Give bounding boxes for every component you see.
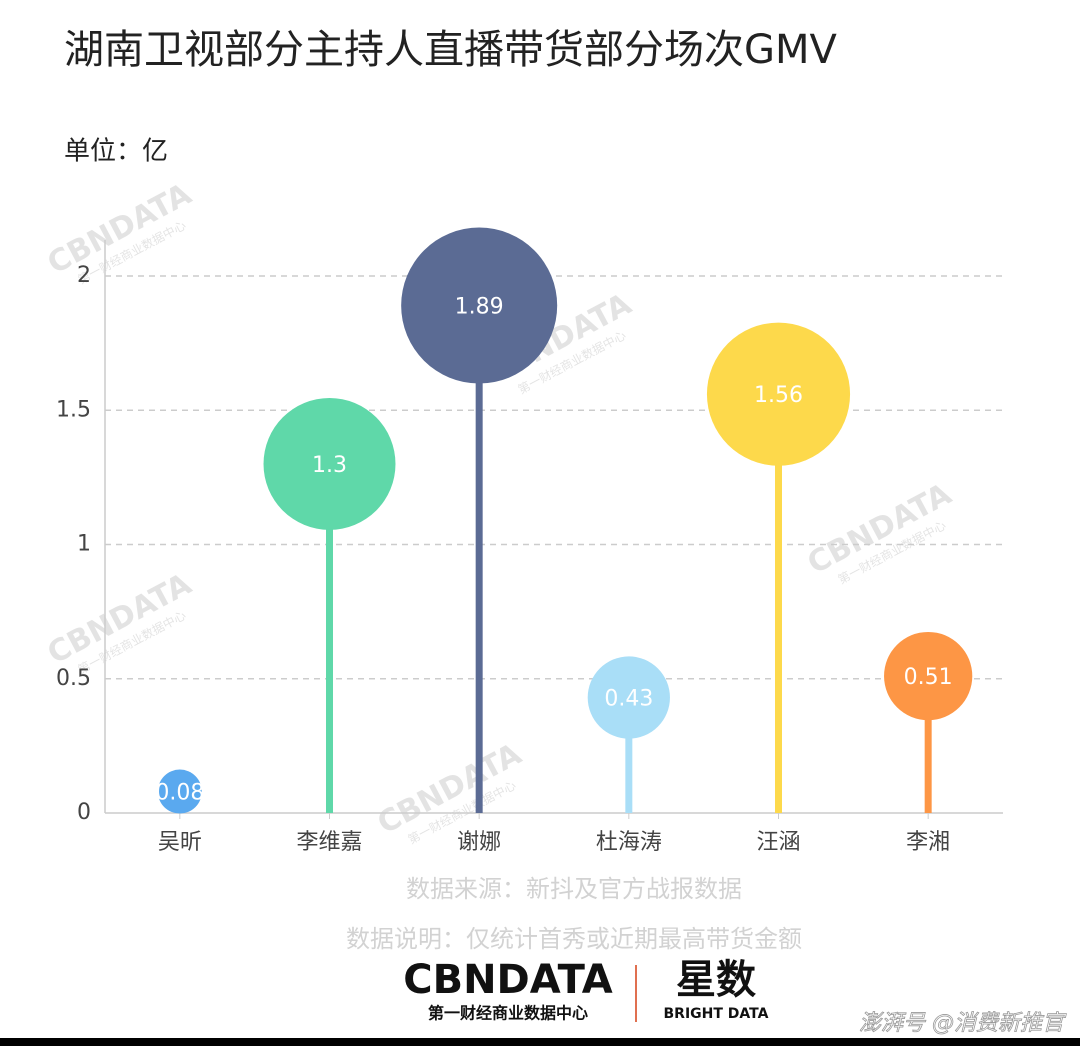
value-label: 0.43 — [604, 687, 653, 712]
bubble — [587, 656, 670, 739]
chart-title: 湖南卫视部分主持人直播带货部分场次GMV — [64, 27, 838, 73]
logo-brand: CBNDATA — [403, 957, 613, 1003]
bubble — [706, 322, 851, 466]
x-tick-label: 李维嘉 — [296, 830, 362, 855]
note: 数据说明：仅统计首秀或近期最高带货金额 — [346, 925, 802, 953]
bottom-bar — [0, 1038, 1080, 1046]
value-label: 1.89 — [455, 295, 504, 320]
plot: 00.511.52吴昕0.08李维嘉1.3谢娜1.89杜海涛0.43汪涵1.56… — [56, 227, 1003, 855]
y-tick-label: 0 — [77, 800, 91, 825]
unit-label: 单位：亿 — [64, 137, 168, 167]
bubble — [263, 397, 396, 530]
x-tick-label: 汪涵 — [756, 830, 800, 855]
footer: 澎湃号 @消费新推官 — [859, 1011, 1067, 1036]
value-label: 1.56 — [754, 383, 803, 408]
logo-partner-sub: BRIGHT DATA — [664, 1006, 769, 1022]
y-tick-label: 1.5 — [56, 397, 91, 422]
note: 数据来源：新抖及官方战报数据 — [406, 875, 742, 903]
y-tick-label: 0.5 — [56, 666, 91, 691]
y-tick-label: 1 — [77, 532, 91, 557]
x-tick-label: 杜海涛 — [596, 830, 662, 855]
value-label: 0.08 — [155, 781, 204, 806]
x-tick-label: 谢娜 — [457, 830, 501, 855]
logo-brand-sub: 第一财经商业数据中心 — [428, 1004, 588, 1023]
logo-partner: 星数 — [676, 957, 756, 1003]
x-tick-label: 吴昕 — [158, 830, 202, 855]
x-tick-label: 李湘 — [906, 830, 950, 855]
value-label: 0.51 — [904, 665, 953, 690]
bubble — [157, 769, 202, 814]
bubble — [401, 227, 558, 384]
y-tick-label: 2 — [77, 263, 91, 288]
bubble — [884, 631, 973, 721]
value-label: 1.3 — [312, 453, 347, 478]
